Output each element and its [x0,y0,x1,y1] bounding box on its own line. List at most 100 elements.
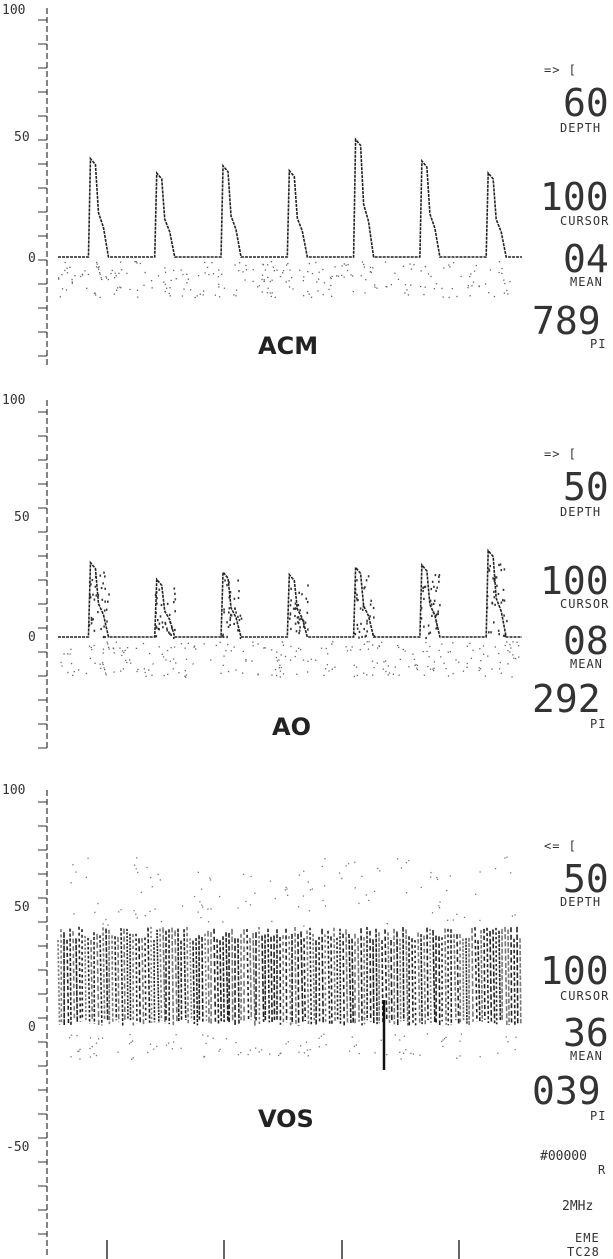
noise-dot [366,674,368,676]
noise-dot [487,655,489,657]
noise-dot [320,1035,322,1037]
spectrum-dot [304,621,307,624]
noise-dot [509,644,511,646]
noise-dot [298,647,300,649]
spectrum-dot [357,598,359,602]
noise-dot [307,290,309,293]
noise-dot [300,649,302,651]
noise-dot [280,654,282,656]
noise-dot [346,650,349,652]
noise-dot [354,861,356,863]
spectrum-dot [159,615,162,618]
noise-dot [150,877,152,879]
noise-dot [303,295,305,297]
noise-dot [149,1043,152,1045]
noise-dot [71,281,73,283]
spectrum-dot [229,618,231,622]
noise-dot [132,1057,134,1059]
noise-dot [136,262,138,264]
noise-dot [289,269,291,271]
noise-dot [403,1052,405,1054]
noise-dot [257,643,259,645]
noise-dot [193,895,196,898]
noise-dot [150,280,153,282]
spectrum-dot [92,593,94,596]
spectrum-dot [174,598,177,601]
noise-dot [175,662,177,664]
noise-dot [131,1058,133,1060]
noise-dot [374,286,376,288]
noise-dot [95,294,97,296]
panel-vos-pi-value: 039 [532,1069,601,1113]
spectrum-column [402,927,405,1021]
noise-dot [206,266,209,268]
noise-dot [447,651,449,653]
spectrum-dot [94,585,97,588]
noise-dot [262,264,264,266]
spectrum-dot [289,612,292,615]
spectrum-dot [366,630,368,633]
noise-dot [98,1038,100,1040]
noise-dot [267,276,269,279]
noise-dot [118,911,120,913]
noise-dot [119,286,121,288]
noise-dot [387,674,389,676]
noise-dot [98,268,100,270]
spectrum-column [87,937,91,1024]
spectrum-dot [290,599,292,602]
noise-dot [325,647,327,650]
spectrum-dot [491,602,494,605]
noise-dot [202,1034,204,1036]
spectrum-dot [356,579,358,582]
noise-dot [356,674,358,677]
spectrum-column [75,938,79,1023]
noise-dot [386,1054,388,1056]
noise-dot [225,1038,228,1040]
noise-dot [257,673,259,675]
noise-dot [341,265,343,267]
noise-dot [142,642,145,645]
noise-dot [429,645,431,648]
noise-dot [392,673,394,675]
noise-dot [279,664,281,666]
noise-dot [276,651,278,653]
spectrum-dot [494,603,496,606]
noise-dot [503,292,506,294]
noise-dot [84,270,86,272]
spectrum-dot [488,631,490,634]
noise-dot [424,286,426,288]
noise-dot [399,1039,401,1041]
noise-dot [105,277,108,279]
spectrum-dot [164,623,167,626]
noise-dot [347,863,350,865]
spectrum-column [174,930,178,1022]
spectrum-dot [106,620,108,623]
noise-dot [507,293,509,295]
noise-dot [201,888,203,890]
spectrum-dot [493,590,495,593]
noise-dot [151,287,153,289]
noise-dot [175,1034,177,1036]
noise-dot [107,643,109,645]
noise-dot [263,280,265,283]
spectrum-dot [503,568,506,571]
noise-dot [208,273,210,276]
noise-dot [222,664,224,666]
noise-dot [359,649,361,651]
noise-dot [264,647,266,649]
noise-dot [318,1046,320,1048]
noise-dot [367,648,370,650]
noise-dot [404,292,406,294]
noise-dot [170,279,172,282]
noise-dot [164,271,167,273]
noise-dot [180,1047,182,1049]
spectrum-dot [237,579,239,582]
noise-dot [307,271,309,273]
noise-dot [462,670,465,672]
spectrum-dot [296,616,299,619]
noise-dot [181,295,184,297]
panel-acm-noise [58,261,511,299]
spectrum-dot [170,633,172,636]
noise-dot [187,642,189,644]
noise-dot [70,1056,72,1058]
